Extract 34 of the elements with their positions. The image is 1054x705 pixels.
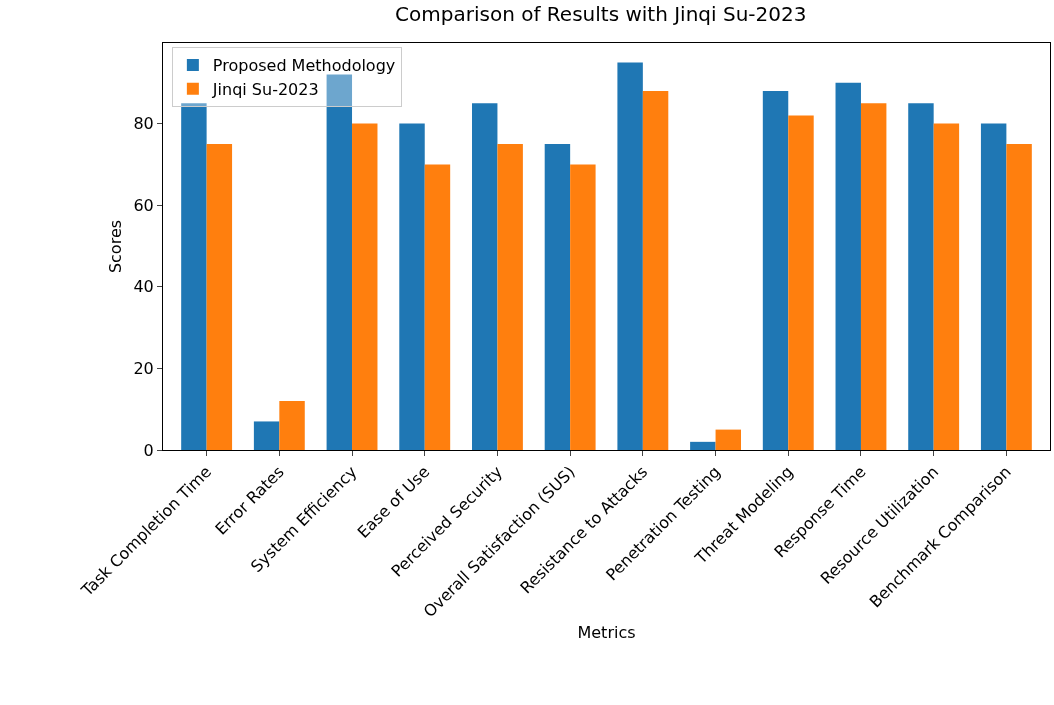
bar bbox=[544, 143, 571, 450]
bar bbox=[326, 74, 353, 450]
bar bbox=[908, 103, 934, 450]
y-tick-label: 20 bbox=[133, 359, 154, 378]
bar bbox=[424, 164, 451, 450]
bar bbox=[181, 103, 207, 450]
bar bbox=[860, 103, 887, 450]
y-tick-label: 60 bbox=[133, 195, 154, 215]
bar bbox=[279, 401, 305, 450]
bar bbox=[788, 115, 814, 450]
bar bbox=[352, 123, 378, 450]
y-axis-title: Scores bbox=[106, 219, 125, 274]
y-tick-label: 40 bbox=[133, 277, 154, 297]
x-axis-title: Metrics bbox=[577, 623, 636, 643]
legend-label: Proposed Methodology bbox=[212, 56, 396, 76]
bar bbox=[206, 143, 233, 450]
legend-label: Jinqi Su-2023 bbox=[211, 80, 319, 100]
bar bbox=[617, 62, 643, 450]
bar bbox=[762, 90, 789, 450]
bar bbox=[690, 441, 716, 450]
bar bbox=[570, 164, 596, 450]
bar bbox=[399, 123, 425, 450]
y-tick-label: 0 bbox=[143, 440, 154, 460]
bar bbox=[980, 123, 1007, 450]
chart-title: Comparison of Results with Jinqi Su-2023 bbox=[395, 2, 807, 27]
bar bbox=[933, 123, 960, 450]
bar bbox=[835, 82, 861, 450]
bar bbox=[253, 421, 280, 450]
bar bbox=[497, 143, 523, 450]
y-tick-label: 80 bbox=[133, 114, 154, 134]
bar bbox=[472, 103, 498, 450]
bar bbox=[1006, 143, 1032, 450]
bar bbox=[715, 429, 741, 450]
bar bbox=[642, 90, 669, 450]
